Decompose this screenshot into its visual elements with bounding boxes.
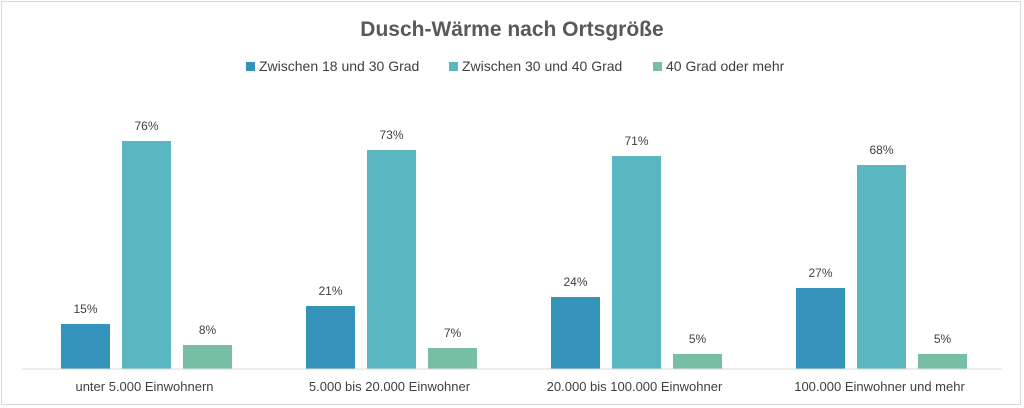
data-label-2-3: 7% xyxy=(444,326,462,340)
bar-1-1 xyxy=(61,324,110,369)
data-label-4-2: 68% xyxy=(869,143,893,157)
bars xyxy=(61,141,967,369)
legend-label-2: Zwischen 30 und 40 Grad xyxy=(462,58,622,74)
data-label-4-1: 27% xyxy=(808,266,832,280)
category-label-2: 5.000 bis 20.000 Einwohner xyxy=(309,379,471,394)
data-label-1-2: 76% xyxy=(134,119,158,133)
category-label-1: unter 5.000 Einwohnern xyxy=(75,379,213,394)
bar-3-3 xyxy=(673,354,722,369)
legend-swatch-3 xyxy=(653,62,662,71)
bar-4-3 xyxy=(918,354,967,369)
bar-2-2 xyxy=(367,150,416,369)
bar-1-2 xyxy=(122,141,171,369)
bar-3-1 xyxy=(551,297,600,369)
bar-2-3 xyxy=(428,348,477,369)
legend-label-3: 40 Grad oder mehr xyxy=(666,58,785,74)
bar-2-1 xyxy=(306,306,355,369)
bar-1-3 xyxy=(183,345,232,369)
data-labels: 15% 76% 8% 21% 73% 7% 24% 71% 5% 27% 68% 5% xyxy=(73,119,951,346)
data-label-1-3: 8% xyxy=(199,323,217,337)
bar-4-2 xyxy=(857,165,906,369)
category-labels: unter 5.000 Einwohnern 5.000 bis 20.000 E… xyxy=(75,379,965,394)
data-label-3-1: 24% xyxy=(563,275,587,289)
data-label-1-1: 15% xyxy=(73,302,97,316)
legend-swatch-1 xyxy=(246,62,255,71)
data-label-2-2: 73% xyxy=(379,128,403,142)
legend: Zwischen 18 und 30 Grad Zwischen 30 und 4… xyxy=(246,58,785,74)
category-label-3: 20.000 bis 100.000 Einwohner xyxy=(547,379,723,394)
data-label-3-2: 71% xyxy=(624,134,648,148)
bar-3-2 xyxy=(612,156,661,369)
bar-4-1 xyxy=(796,288,845,369)
category-label-4: 100.000 Einwohner und mehr xyxy=(794,379,965,394)
legend-label-1: Zwischen 18 und 30 Grad xyxy=(259,58,419,74)
data-label-3-3: 5% xyxy=(689,332,707,346)
chart-title: Dusch-Wärme nach Ortsgröße xyxy=(360,18,663,41)
data-label-4-3: 5% xyxy=(934,332,952,346)
data-label-2-1: 21% xyxy=(318,284,342,298)
legend-swatch-2 xyxy=(449,62,458,71)
